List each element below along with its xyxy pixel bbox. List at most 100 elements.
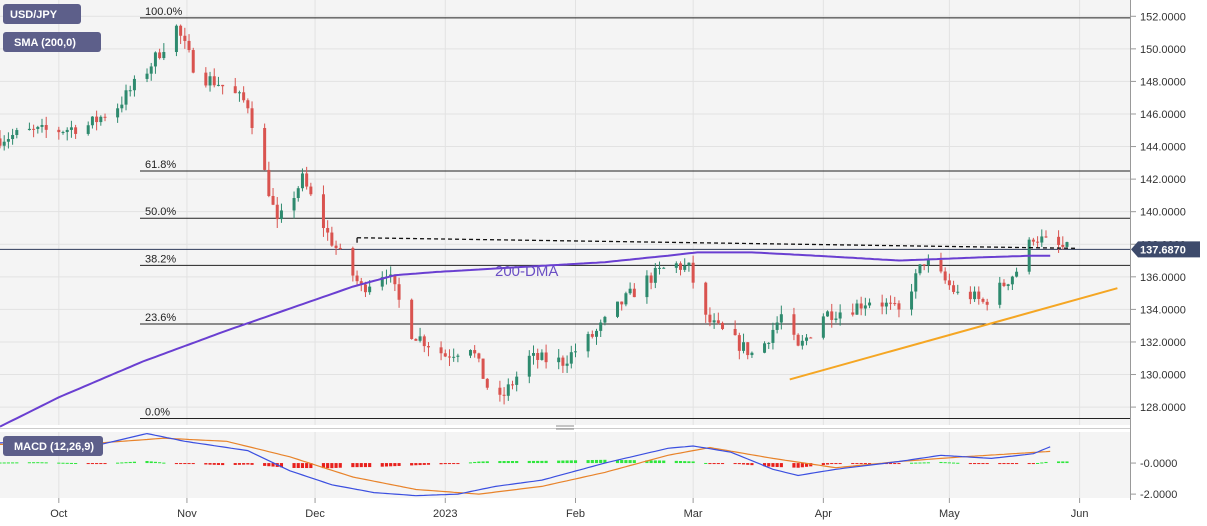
macd-histogram-negative-bar — [443, 463, 447, 465]
bearish-candle — [179, 25, 183, 36]
macd-histogram-negative-bar — [414, 463, 418, 466]
bearish-candle — [221, 84, 225, 87]
bullish-candle — [506, 384, 510, 396]
macd-histogram-positive-bar — [1061, 461, 1065, 464]
bullish-candle — [1040, 236, 1044, 243]
bearish-candle — [1057, 236, 1061, 245]
macd-histogram-positive-bar — [149, 461, 153, 464]
bearish-candle — [977, 291, 981, 299]
macd-histogram-negative-bar — [809, 463, 813, 467]
bullish-candle — [1015, 271, 1019, 277]
bullish-candle — [86, 125, 90, 134]
bearish-candle — [796, 334, 800, 346]
bearish-candle — [733, 328, 737, 336]
bearish-candle — [477, 353, 481, 359]
bearish-candle — [57, 129, 61, 133]
bearish-candle — [590, 334, 594, 337]
bullish-candle — [821, 316, 825, 338]
fib-level-label: 100.0% — [145, 6, 183, 18]
bearish-candle — [536, 353, 540, 360]
price-axis-tick-label: 140.0000 — [1140, 207, 1186, 219]
macd-histogram-negative-bar — [237, 463, 242, 465]
bearish-candle — [95, 116, 99, 123]
bullish-candle — [658, 267, 662, 269]
bearish-candle — [443, 353, 447, 357]
bullish-candle — [149, 66, 153, 74]
macd-histogram-negative-bar — [1006, 463, 1010, 465]
bearish-candle — [191, 50, 195, 73]
bullish-candle — [599, 322, 603, 331]
macd-histogram-negative-bar — [439, 463, 443, 465]
sma-badge[interactable]: SMA (200,0) — [3, 32, 101, 52]
bearish-candle — [359, 281, 363, 285]
bullish-candle — [624, 293, 628, 305]
bullish-candle — [527, 355, 531, 377]
bullish-candle — [914, 273, 918, 292]
macd-histogram-positive-bar — [561, 460, 565, 464]
macd-histogram-positive-bar — [662, 460, 666, 464]
macd-histogram-positive-bar — [15, 462, 19, 464]
macd-histogram-positive-bar — [926, 462, 930, 464]
macd-histogram-negative-bar — [208, 463, 212, 465]
splitter-handle-icon[interactable] — [556, 425, 574, 430]
bearish-candle — [397, 284, 401, 300]
bearish-candle — [74, 127, 78, 134]
macd-histogram-negative-bar — [981, 463, 985, 465]
symbol-badge[interactable]: USD/JPY — [3, 4, 81, 24]
bearish-candle — [271, 195, 275, 205]
bearish-candle — [334, 245, 338, 248]
macd-histogram-negative-bar — [775, 463, 779, 468]
bearish-candle — [809, 337, 813, 339]
time-axis-tick-label: Dec — [305, 508, 325, 520]
macd-histogram-negative-bar — [1010, 463, 1014, 465]
bearish-candle — [1031, 239, 1035, 242]
macd-histogram-negative-bar — [796, 463, 800, 468]
macd-histogram-positive-bar — [536, 460, 540, 464]
bullish-candle — [683, 265, 687, 270]
macd-histogram-positive-bar — [1065, 461, 1069, 464]
fib-level-label: 23.6% — [145, 312, 176, 324]
time-axis-tick-label: Apr — [815, 508, 832, 520]
macd-histogram-negative-bar — [338, 463, 342, 468]
bearish-candle — [792, 314, 796, 335]
macd-histogram-positive-bar — [6, 462, 10, 464]
macd-histogram-negative-bar — [183, 463, 187, 465]
macd-histogram-positive-bar — [914, 462, 918, 464]
macd-indicator — [0, 432, 1069, 497]
macd-histogram-negative-bar — [271, 463, 275, 467]
bullish-candle — [750, 352, 754, 356]
macd-histogram-positive-bar — [624, 460, 628, 464]
macd-histogram-positive-bar — [1036, 462, 1040, 464]
macd-histogram-negative-bar — [86, 463, 90, 465]
time-axis-tick-label: 2023 — [433, 508, 457, 520]
macd-histogram-negative-bar — [977, 463, 981, 465]
bullish-candle — [540, 352, 544, 360]
bearish-candle — [44, 124, 48, 130]
macd-histogram-positive-bar — [69, 462, 73, 464]
macd-histogram-positive-bar — [124, 462, 128, 464]
price-axis-tick-label: 148.0000 — [1140, 76, 1186, 88]
bearish-candle — [1036, 241, 1040, 243]
macd-histogram-positive-bar — [120, 462, 124, 464]
macd-histogram-positive-bar — [540, 460, 544, 464]
macd-badge[interactable]: MACD (12,26,9) — [3, 436, 103, 456]
bearish-candle — [447, 356, 451, 358]
bearish-candle — [851, 312, 855, 315]
bearish-candle — [267, 169, 271, 196]
bearish-candle — [1061, 244, 1065, 247]
bullish-candle — [296, 188, 300, 199]
bullish-candle — [653, 267, 657, 283]
macd-histogram-positive-bar — [74, 463, 78, 465]
bearish-candle — [485, 378, 489, 388]
macd-histogram-positive-bar — [27, 462, 31, 464]
price-axis-tick-label: 144.0000 — [1140, 142, 1186, 154]
macd-histogram-negative-bar — [1031, 463, 1035, 465]
bearish-candle — [242, 92, 246, 101]
bearish-candle — [422, 336, 426, 347]
macd-histogram-negative-bar — [972, 463, 977, 465]
bullish-candle — [145, 73, 149, 79]
time-axis-tick-label: Feb — [566, 508, 585, 520]
macd-histogram-negative-bar — [359, 463, 363, 468]
macd-histogram-positive-bar — [620, 460, 624, 464]
bullish-candle — [918, 264, 922, 274]
